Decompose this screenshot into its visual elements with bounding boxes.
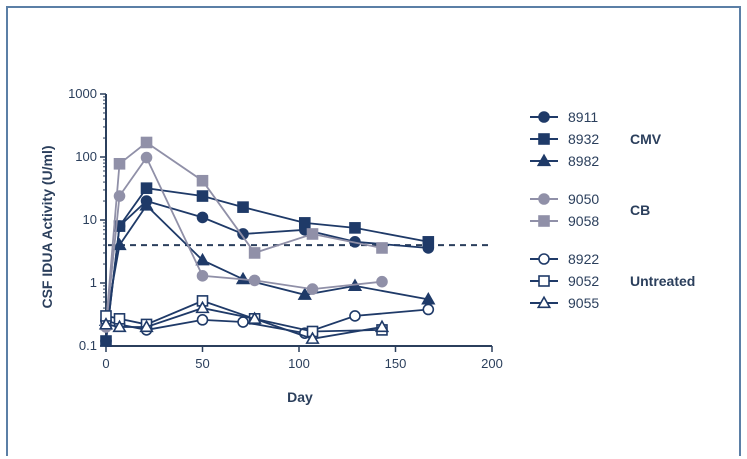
axes: 0.1 1 10 100 1000 0 50 100 150 200 — [68, 86, 503, 371]
data-point-9055 — [374, 319, 390, 333]
data-point-8922 — [237, 316, 249, 328]
data-point-8922 — [422, 303, 435, 316]
data-point-8932 — [196, 190, 209, 202]
data-point-8982 — [297, 287, 312, 300]
legend-marker — [538, 215, 550, 227]
legend-item-8922: 8922 — [530, 251, 599, 267]
data-point-9055 — [195, 300, 210, 314]
legend-item-8932: 8932 — [530, 131, 599, 147]
data-point-9055 — [305, 331, 320, 344]
data-point-9058 — [140, 136, 153, 149]
legend-marker — [538, 111, 550, 123]
data-point-8982 — [112, 237, 127, 251]
legend-marker — [536, 295, 552, 309]
legend-label: 8982 — [568, 153, 599, 169]
legend-item-9052: 9052 — [530, 273, 599, 289]
series-9055 — [98, 300, 390, 344]
data-point-8922 — [349, 310, 361, 322]
chart-frame: 0.1 1 10 100 1000 0 50 100 150 200 8911 8932 8982 CM… — [6, 6, 741, 456]
data-point-8911 — [196, 211, 209, 224]
series-line-8982 — [105, 204, 429, 322]
y-tick-label: 1 — [90, 275, 97, 290]
legend-group-label: CMV — [630, 131, 662, 147]
data-point-9050 — [140, 151, 153, 164]
x-axis-title: Day — [287, 389, 313, 405]
y-tick-label: 0.1 — [79, 338, 97, 353]
y-tick-label: 10 — [83, 212, 97, 227]
line-chart: 0.1 1 10 100 1000 0 50 100 150 200 8911 8932 8982 CM… — [39, 86, 695, 405]
data-point-9055 — [247, 311, 262, 324]
y-axis-title: CSF IDUA Activity (U/ml) — [39, 145, 55, 308]
data-point-8932 — [100, 335, 112, 347]
data-point-8982 — [195, 252, 210, 266]
legend-item-9050: 9050 — [530, 191, 599, 207]
x-tick-label: 200 — [481, 356, 503, 371]
data-point-9050 — [248, 274, 261, 287]
data-point-8932 — [237, 201, 249, 213]
series-group — [98, 136, 436, 347]
data-point-8932 — [349, 222, 361, 234]
data-point-9058 — [306, 228, 319, 240]
legend-item-8982: 8982 — [530, 153, 599, 169]
legend-label: 8932 — [568, 131, 599, 147]
legend-label: 8911 — [568, 109, 598, 125]
data-point-9055 — [139, 319, 154, 333]
y-tick-label: 100 — [75, 149, 97, 164]
data-point-8982 — [421, 291, 436, 305]
series-line-8932 — [105, 187, 429, 342]
legend-label: 9058 — [568, 213, 599, 229]
x-tick-label: 150 — [385, 356, 407, 371]
legend-marker — [538, 193, 550, 205]
legend-marker — [538, 275, 550, 287]
y-tick-label: 1000 — [68, 86, 97, 101]
data-point-8911 — [237, 228, 249, 240]
legend-label: 9052 — [568, 273, 599, 289]
data-point-9058 — [248, 247, 261, 259]
data-point-9055 — [112, 319, 127, 333]
legend-marker — [536, 153, 552, 167]
legend-label: 9050 — [568, 191, 599, 207]
legend-item-9058: 9058 — [530, 213, 599, 229]
data-point-8932 — [140, 182, 153, 194]
data-point-9058 — [196, 174, 209, 187]
data-point-9055 — [98, 317, 114, 330]
legend-item-9055: 9055 — [530, 295, 599, 311]
legend-marker — [538, 133, 550, 145]
legend-label: 8922 — [568, 251, 599, 267]
data-point-9050 — [306, 283, 319, 295]
data-point-9050 — [196, 270, 209, 282]
data-point-8982 — [139, 198, 154, 211]
x-tick-label: 50 — [195, 356, 209, 371]
data-point-8932 — [298, 217, 311, 229]
series-8932 — [100, 182, 435, 347]
data-point-8932 — [422, 236, 435, 248]
x-tick-label: 0 — [102, 356, 109, 371]
series-9050 — [100, 151, 388, 333]
legend-group-label: CB — [630, 202, 650, 218]
data-point-9058 — [113, 157, 126, 170]
data-point-8922 — [196, 314, 209, 326]
legend-label: 9055 — [568, 295, 599, 311]
data-point-9058 — [376, 242, 388, 254]
data-point-9050 — [376, 275, 388, 288]
legend-group-label: Untreated — [630, 273, 695, 289]
x-tick-label: 100 — [288, 356, 310, 371]
series-8982 — [98, 198, 436, 327]
series-line-8911 — [105, 199, 429, 342]
legend-item-8911: 8911 — [530, 109, 598, 125]
legend-marker — [538, 253, 550, 265]
legend: 8911 8932 8982 CMV 9050 9058 CB 8922 9052 9055 Unt… — [530, 109, 695, 311]
